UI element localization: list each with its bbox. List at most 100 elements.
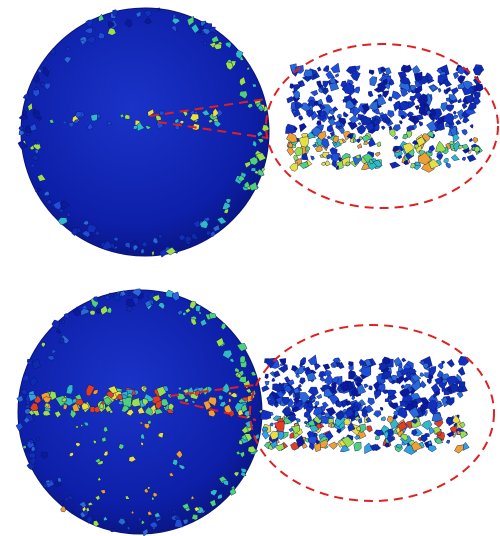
fragment — [189, 113, 200, 122]
fragment — [37, 68, 42, 74]
fragment — [18, 113, 29, 121]
fragment — [98, 31, 105, 40]
fragment — [239, 90, 248, 99]
fragment — [32, 110, 41, 120]
fragment — [417, 152, 432, 165]
fragment — [384, 398, 391, 402]
fragment — [307, 401, 314, 408]
fragment — [242, 396, 249, 402]
fragment — [186, 15, 195, 27]
fragment — [72, 398, 78, 405]
fragment — [211, 35, 220, 43]
fragment — [107, 121, 112, 126]
fragment — [436, 154, 444, 161]
fragment — [207, 396, 217, 407]
fragment — [454, 444, 464, 454]
fragment — [212, 224, 221, 232]
fragment — [325, 407, 337, 417]
fragment — [240, 404, 248, 413]
fragment — [368, 385, 373, 391]
fragment — [433, 426, 442, 435]
fragment — [389, 402, 399, 410]
fragment — [356, 138, 361, 144]
fragment — [203, 40, 208, 46]
fragment — [299, 123, 307, 133]
fragment — [286, 145, 295, 156]
fragment — [472, 137, 479, 144]
fragment — [350, 97, 359, 106]
fragment — [316, 393, 323, 399]
fragment — [413, 92, 423, 100]
fragment — [273, 370, 281, 378]
fragment — [290, 424, 301, 434]
fragment — [63, 313, 70, 320]
fragment — [279, 361, 283, 367]
fragment — [443, 113, 455, 125]
fragment — [154, 512, 161, 518]
fragment — [18, 130, 25, 136]
fragment — [21, 374, 30, 382]
fragment — [352, 86, 361, 94]
fragment — [171, 17, 181, 25]
zoom-ellipse-bottom — [249, 324, 495, 502]
fragment — [60, 319, 66, 325]
fragment — [331, 160, 337, 168]
fragment — [151, 496, 155, 501]
fragment — [348, 361, 354, 367]
fragment — [36, 437, 40, 442]
fragment — [269, 430, 279, 440]
fragment — [458, 421, 466, 429]
fragment — [402, 133, 409, 140]
fragment — [217, 493, 223, 500]
fragment — [281, 407, 291, 417]
fragment — [272, 383, 283, 393]
fragment — [412, 116, 420, 126]
fragment — [328, 441, 338, 450]
fragment — [61, 397, 67, 403]
fragment — [318, 370, 326, 378]
fragment — [414, 105, 420, 111]
fragment — [264, 373, 269, 380]
fragment — [357, 122, 362, 126]
fragment — [54, 410, 62, 419]
fragment — [190, 318, 197, 326]
fragment — [294, 147, 303, 157]
fragment — [28, 439, 34, 444]
fragment — [28, 452, 36, 459]
fragment — [332, 357, 339, 363]
fragment — [403, 64, 413, 73]
fragment — [442, 78, 452, 88]
fragment — [199, 318, 208, 327]
fragment — [339, 445, 350, 453]
fragment — [63, 56, 72, 64]
fragment — [458, 356, 470, 366]
fragment — [47, 355, 55, 361]
fragment — [434, 437, 444, 444]
fragment — [388, 125, 393, 131]
fragment — [319, 376, 326, 382]
fragment — [312, 73, 318, 79]
fragment — [261, 167, 266, 172]
fragment — [46, 199, 52, 205]
fragment — [60, 505, 66, 513]
fragment — [31, 358, 41, 370]
fragment — [85, 384, 95, 397]
fragment — [303, 420, 309, 425]
fragment — [376, 95, 387, 107]
fragment — [92, 389, 99, 395]
fragment — [116, 394, 124, 401]
fragment — [82, 220, 89, 226]
fragment — [397, 155, 403, 160]
fragment — [456, 430, 461, 436]
fragment — [42, 396, 52, 403]
fragment — [99, 489, 106, 495]
fragment — [251, 83, 257, 88]
fragment — [335, 165, 339, 170]
fragment — [144, 17, 152, 25]
fragment — [135, 10, 142, 18]
fragment — [338, 117, 347, 126]
fragment — [421, 419, 433, 431]
fragment — [178, 234, 187, 242]
fragment — [410, 400, 418, 409]
zoom-line — [179, 401, 257, 421]
